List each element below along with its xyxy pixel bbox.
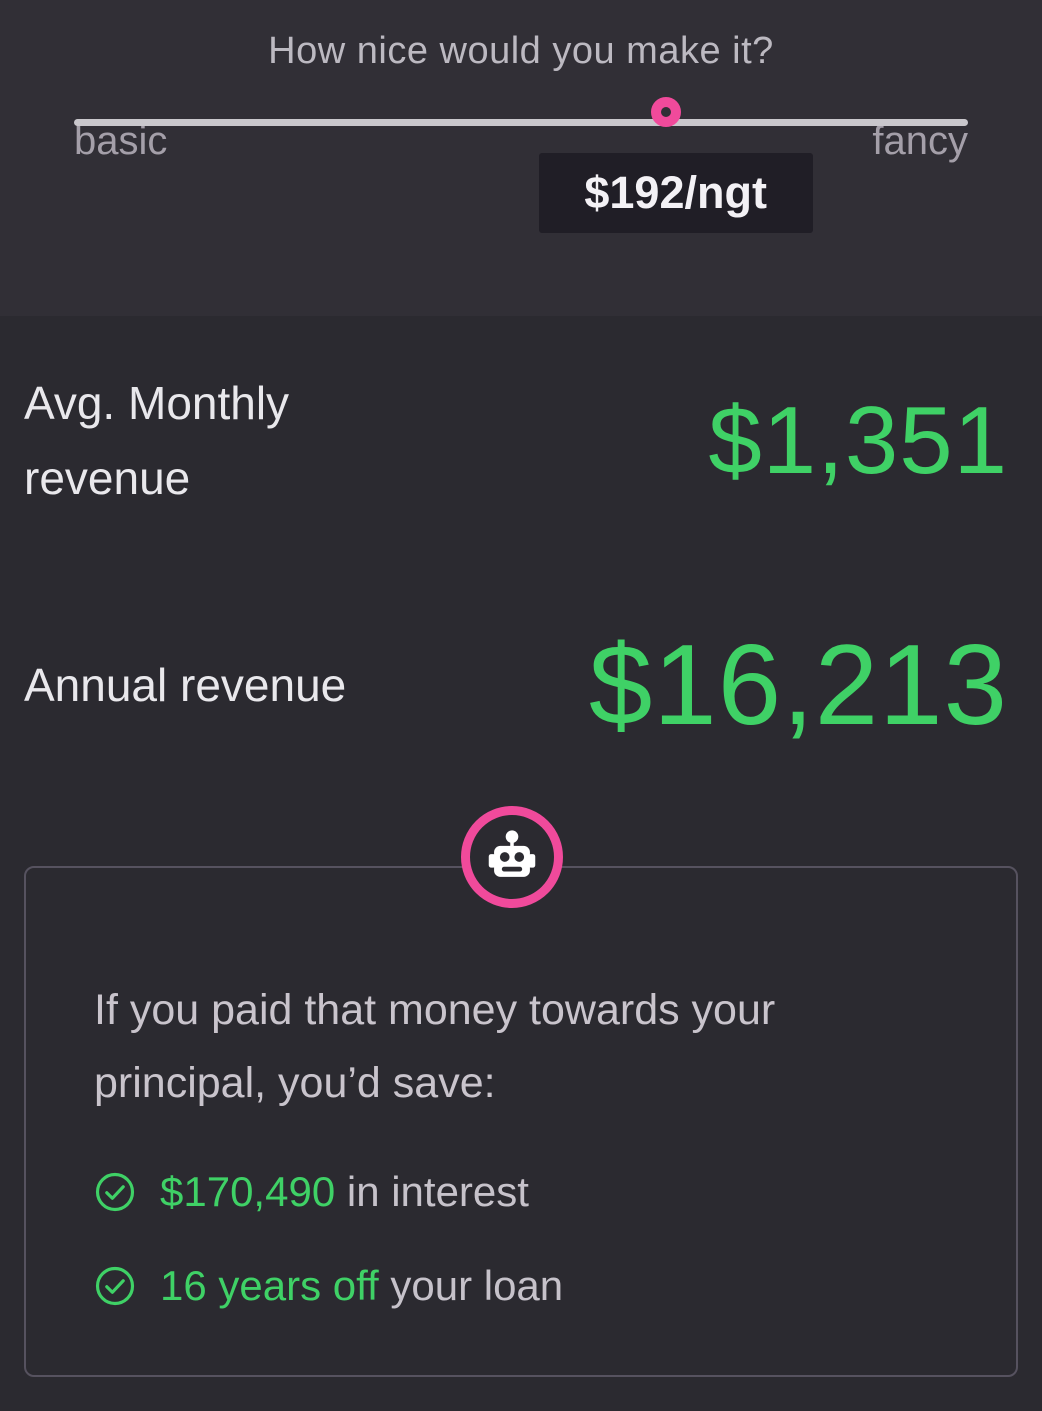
niceness-slider: $192/ngt basic fancy bbox=[74, 97, 968, 233]
savings-box: If you paid that money towards your prin… bbox=[24, 806, 1018, 1377]
robot-icon-glyph bbox=[488, 830, 536, 877]
check-circle-icon bbox=[95, 1267, 135, 1306]
robot-icon bbox=[461, 806, 563, 908]
savings-section: If you paid that money towards your prin… bbox=[0, 806, 1042, 1377]
slider-question: How nice would you make it? bbox=[268, 30, 774, 72]
annual-revenue-label: Annual revenue bbox=[24, 658, 347, 711]
check-circle-icon bbox=[95, 1173, 135, 1212]
savings-years-text: 16 years off your loan bbox=[160, 1262, 564, 1310]
annual-revenue-value: $16,213 bbox=[588, 621, 1008, 749]
savings-list: $170,490 in interest 16 years off your l… bbox=[94, 1168, 948, 1310]
slider-labels: basic fancy bbox=[74, 119, 968, 164]
niceness-slider-section: How nice would you make it? $192/ngt bas… bbox=[0, 0, 1042, 316]
savings-item-years: 16 years off your loan bbox=[94, 1262, 948, 1310]
slider-min-label: basic bbox=[74, 119, 168, 163]
revenue-stats: Avg. Monthly revenue $1,351 Annual reven… bbox=[0, 316, 1042, 804]
stat-row-monthly-revenue: Avg. Monthly revenue $1,351 bbox=[0, 316, 1042, 566]
slider-max-label: fancy bbox=[872, 119, 968, 163]
monthly-revenue-value: $1,351 bbox=[708, 387, 1008, 494]
slider-track[interactable] bbox=[74, 119, 968, 126]
savings-intro: If you paid that money towards your prin… bbox=[94, 986, 776, 1108]
slider-value-badge: $192/ngt bbox=[538, 153, 813, 233]
monthly-revenue-label: Avg. Monthly revenue bbox=[24, 377, 290, 504]
savings-amount-text: $170,490 in interest bbox=[160, 1168, 529, 1216]
slider-handle[interactable] bbox=[650, 97, 681, 127]
savings-item-interest: $170,490 in interest bbox=[94, 1168, 948, 1216]
rental-income-calculator: How nice would you make it? $192/ngt bas… bbox=[0, 0, 1042, 1377]
stat-row-annual-revenue: Annual revenue $16,213 bbox=[0, 566, 1042, 804]
nightly-rate-value: $192/ngt bbox=[584, 167, 767, 218]
